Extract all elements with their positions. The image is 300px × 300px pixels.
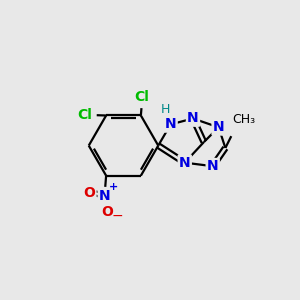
Text: Cl: Cl bbox=[134, 90, 149, 104]
Text: −: − bbox=[112, 208, 123, 222]
Text: N: N bbox=[99, 189, 110, 203]
Text: N: N bbox=[187, 112, 199, 125]
Text: +: + bbox=[109, 182, 118, 193]
Text: N: N bbox=[213, 120, 224, 134]
Text: O: O bbox=[102, 205, 113, 219]
Text: H: H bbox=[160, 103, 170, 116]
Text: N: N bbox=[165, 117, 176, 131]
Text: CH₃: CH₃ bbox=[232, 113, 255, 126]
Text: Cl: Cl bbox=[77, 108, 92, 122]
Text: N: N bbox=[207, 159, 218, 173]
Text: N: N bbox=[179, 156, 190, 170]
Text: O: O bbox=[83, 186, 95, 200]
